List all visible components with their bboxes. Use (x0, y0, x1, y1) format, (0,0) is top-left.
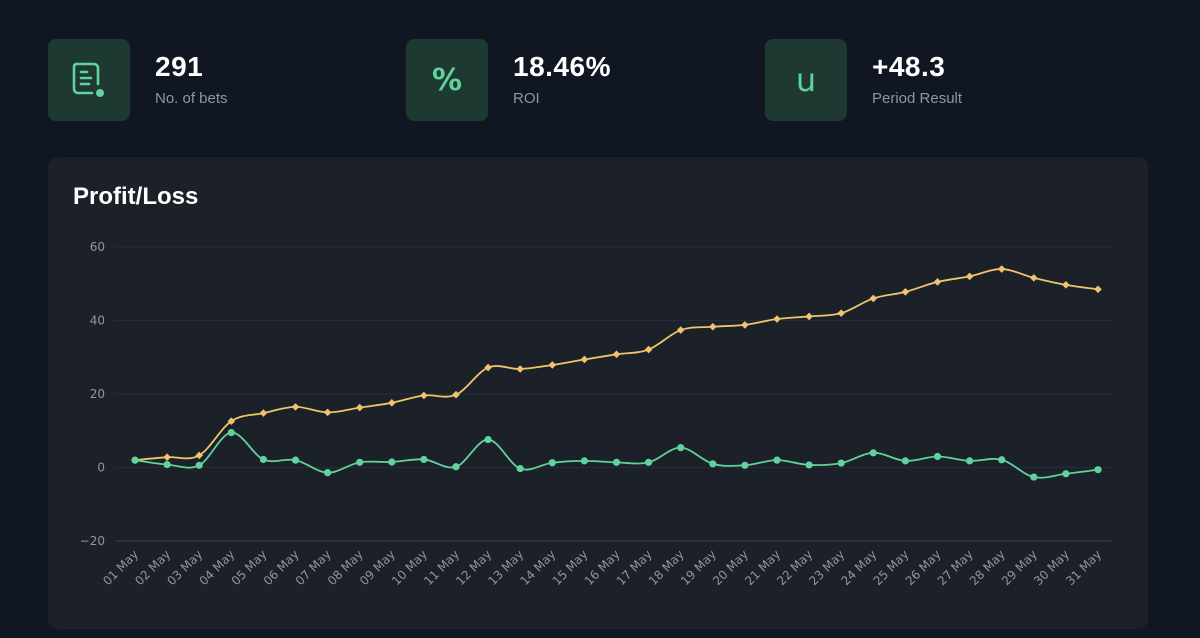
point-cumulative (741, 321, 749, 329)
point-daily (420, 455, 428, 464)
y-tick-label: −20 (80, 534, 105, 548)
point-daily (645, 458, 653, 466)
units-icon: u (765, 39, 847, 121)
period-result-label: Period Result (872, 90, 963, 107)
point-daily (1062, 470, 1070, 478)
point-daily (548, 459, 556, 467)
point-cumulative (484, 363, 492, 372)
point-daily (227, 428, 235, 437)
point-daily (452, 463, 460, 471)
point-daily (998, 456, 1006, 464)
point-cumulative (965, 272, 974, 281)
point-daily (709, 460, 717, 468)
point-cumulative (388, 399, 396, 407)
point-cumulative (709, 322, 717, 331)
point-cumulative (773, 315, 781, 323)
y-tick-label: 40 (90, 314, 105, 328)
y-tick-label: 20 (90, 387, 105, 401)
series-line-cumulative (134, 268, 1099, 462)
point-cumulative (420, 391, 428, 400)
point-cumulative (227, 417, 236, 425)
point-daily (966, 457, 974, 465)
point-cumulative (355, 403, 364, 412)
x-tick-label: 31 May (1063, 547, 1104, 588)
roi-value: 18.46% (513, 51, 611, 82)
point-daily (677, 444, 685, 452)
point-daily (291, 456, 300, 464)
point-daily (259, 455, 267, 464)
point-daily (805, 461, 813, 469)
point-daily (1030, 473, 1038, 481)
point-cumulative (612, 350, 621, 359)
point-daily (195, 461, 203, 469)
point-daily (933, 452, 942, 461)
y-tick-label: 0 (97, 461, 105, 475)
point-cumulative (997, 265, 1006, 273)
point-cumulative (516, 365, 524, 373)
point-daily (163, 460, 171, 469)
y-tick-label: 60 (90, 240, 105, 254)
percent-icon: % (406, 39, 488, 121)
point-cumulative (195, 451, 203, 460)
point-cumulative (548, 361, 557, 369)
point-daily (612, 458, 621, 466)
roi-label: ROI (513, 90, 540, 107)
period-result-value: +48.3 (872, 51, 946, 82)
point-cumulative (163, 453, 171, 462)
point-cumulative (291, 403, 300, 411)
bets-label: No. of bets (155, 90, 228, 107)
point-daily (1094, 466, 1102, 474)
point-daily (324, 469, 332, 477)
point-cumulative (644, 345, 653, 354)
profit-loss-card: Profit/Loss −20 0 20 40 60 01 May 02 May 03 May… (48, 157, 1148, 629)
point-daily (131, 456, 139, 464)
point-cumulative (1062, 281, 1070, 289)
point-cumulative (580, 355, 589, 364)
point-cumulative (1094, 285, 1102, 294)
point-daily (356, 458, 364, 466)
point-daily (869, 449, 877, 457)
point-cumulative (1030, 274, 1038, 282)
point-cumulative (323, 408, 332, 417)
point-daily (388, 458, 396, 466)
point-cumulative (452, 390, 460, 399)
point-daily (901, 457, 910, 465)
receipt-icon (48, 39, 130, 121)
point-daily (580, 457, 589, 465)
series-line-daily (134, 431, 1099, 479)
point-cumulative (805, 312, 813, 321)
chart-title: Profit/Loss (73, 183, 199, 210)
point-cumulative (676, 326, 685, 334)
point-daily (516, 465, 524, 473)
point-cumulative (837, 309, 845, 317)
point-daily (837, 459, 845, 467)
point-cumulative (259, 409, 268, 417)
point-daily (484, 435, 492, 444)
point-cumulative (901, 288, 910, 296)
point-cumulative (869, 294, 878, 303)
bets-count: 291 (155, 51, 204, 82)
point-daily (741, 461, 749, 469)
point-cumulative (933, 278, 942, 286)
point-daily (773, 456, 781, 464)
